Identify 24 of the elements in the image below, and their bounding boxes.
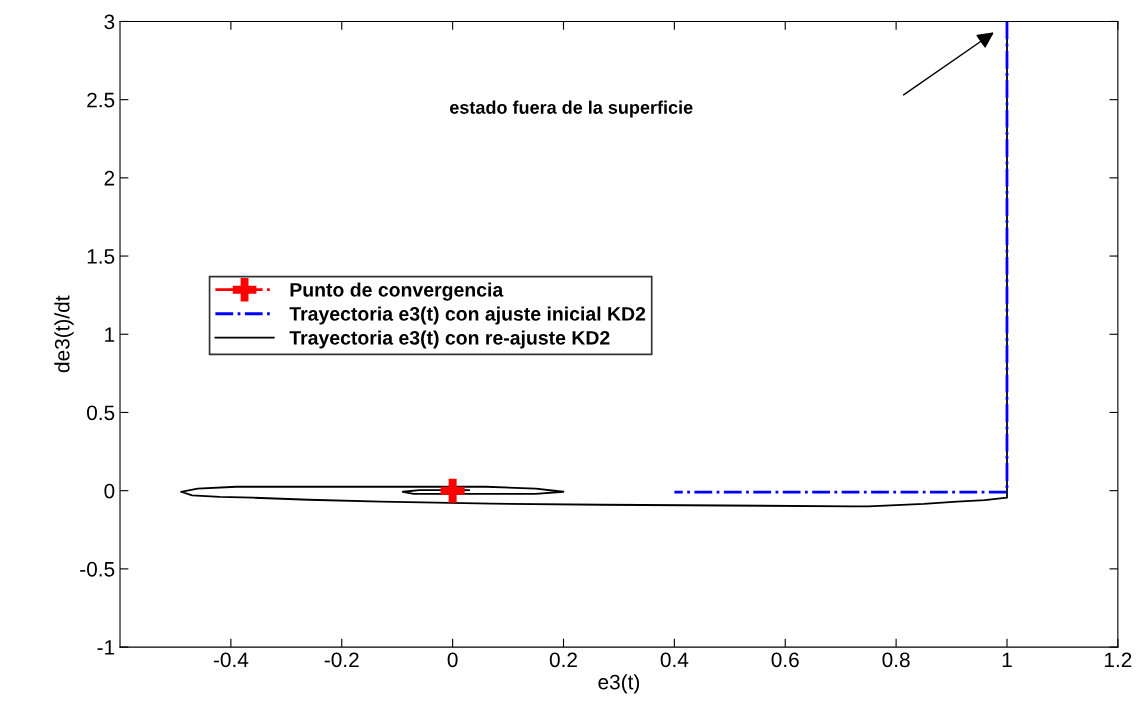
x-tick-label: 0.6 [771, 652, 799, 668]
x-tick-label: 0.8 [882, 652, 910, 668]
x-axis-title: e3(t) [598, 674, 640, 694]
x-tick-label: -0.2 [324, 652, 359, 668]
y-tick-label: 1.5 [87, 249, 115, 264]
x-tick-label: 0.4 [660, 652, 689, 668]
y-axis-title: de3(t)/dt [54, 295, 74, 373]
y-tick-label: -1 [97, 640, 115, 655]
y-tick-label: 2 [104, 170, 115, 186]
x-tick-label: 0.2 [549, 652, 577, 668]
y-tick-label: -0.5 [80, 561, 115, 577]
legend-label: Punto de convergencia [290, 282, 504, 301]
x-tick-label: -0.4 [213, 652, 249, 668]
y-tick-label: 0.5 [87, 405, 115, 421]
y-tick-label: 1 [105, 327, 115, 342]
y-tick-label: 2.5 [87, 92, 115, 108]
x-tick-label: 0 [447, 652, 458, 668]
annotation: estado fuera de la superficie [450, 100, 693, 118]
legend-label: Trayectoria e3(t) con re-ajuste KD2 [289, 330, 610, 349]
x-tick-label: 1 [1002, 652, 1012, 668]
x-tick-label: 1.2 [1104, 652, 1132, 668]
y-tick-label: 3 [104, 14, 115, 30]
legend-label: Trayectoria e3(t) con ajuste inicial KD2 [289, 306, 646, 325]
y-tick-label: 0 [104, 483, 115, 499]
